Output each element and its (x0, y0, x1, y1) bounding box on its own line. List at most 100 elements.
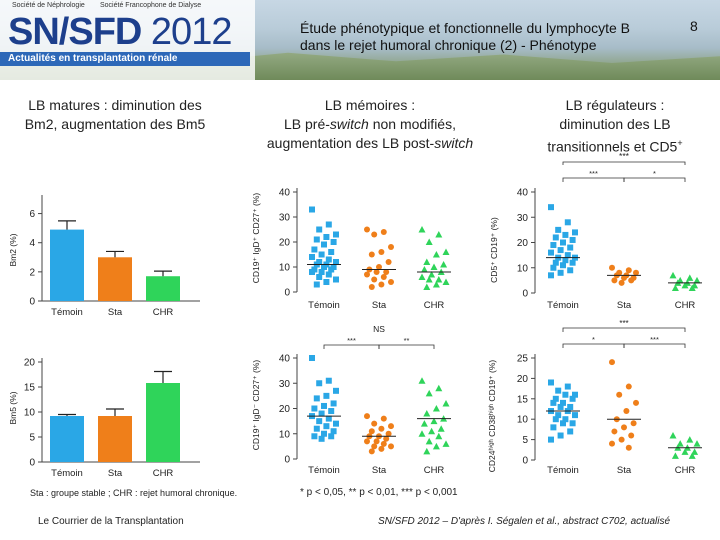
data-point (311, 246, 318, 253)
comparison-bracket (323, 344, 380, 349)
y-tick-label: 6 (29, 209, 35, 220)
data-point (328, 249, 335, 255)
comparison-label: * (653, 169, 656, 178)
y-axis-title: Bm2 (%) (8, 233, 18, 266)
comparison-bracket (562, 177, 625, 182)
category-label: Témoin (308, 300, 340, 311)
middle-heading-text: non modifiés, (368, 116, 456, 132)
overall-significance: *** (619, 151, 630, 161)
category-label: Sta (372, 465, 387, 476)
data-point (316, 226, 323, 233)
data-point (572, 391, 578, 398)
data-point (625, 267, 632, 274)
data-point (388, 423, 394, 430)
data-point (364, 226, 370, 233)
data-point (383, 435, 390, 442)
data-point (671, 452, 679, 459)
data-point (567, 428, 574, 435)
data-point (368, 284, 375, 290)
data-point (316, 380, 323, 387)
logo-prefix: SN/SFD (8, 11, 142, 53)
data-point (569, 236, 576, 243)
data-point (681, 281, 689, 289)
data-point (380, 229, 387, 235)
y-tick-label: 5 (522, 435, 528, 446)
category-label: Témoin (547, 465, 579, 476)
category-label: Témoin (308, 465, 340, 476)
y-axis-title: CD19⁺ IgD⁻ CD27⁺ (%) (251, 360, 261, 451)
data-point (437, 425, 445, 432)
y-tick-label: 0 (29, 458, 35, 469)
data-point (423, 410, 431, 417)
data-point (420, 266, 428, 273)
data-point (555, 387, 562, 394)
data-point (691, 448, 699, 455)
data-point (435, 384, 443, 392)
data-point (621, 424, 627, 431)
data-point (550, 399, 557, 406)
y-tick-label: 15 (517, 394, 529, 405)
y-tick-label: 0 (522, 289, 528, 300)
data-point (569, 259, 576, 266)
data-point (378, 425, 385, 432)
data-point (309, 206, 315, 213)
data-point (364, 271, 370, 278)
y-tick-label: 4 (29, 238, 35, 249)
category-label: CHR (153, 307, 174, 318)
data-point (368, 428, 375, 435)
data-point (333, 387, 339, 394)
data-point (432, 281, 440, 288)
data-point (318, 269, 325, 275)
middle-heading-text: LB pré- (284, 116, 330, 132)
logo-area: Société de Néphrologie Société Francopho… (0, 0, 255, 80)
y-tick-label: 20 (24, 358, 36, 369)
society-left: Société de Néphrologie (12, 2, 85, 9)
data-point (567, 244, 574, 251)
data-point (423, 447, 431, 455)
data-point (552, 259, 559, 266)
data-point (318, 435, 325, 442)
data-point (569, 395, 576, 402)
comparison-label: * (592, 335, 595, 344)
y-tick-label: 10 (279, 263, 291, 274)
bar (98, 257, 132, 301)
data-point (323, 423, 330, 430)
y-tick-label: 40 (279, 188, 291, 199)
data-point (609, 264, 615, 271)
data-point (564, 383, 571, 390)
category-label: Témoin (51, 307, 83, 318)
data-point (316, 418, 323, 425)
data-point (562, 231, 569, 238)
middle-heading-text: augmentation des LB post- (266, 135, 435, 151)
data-point (442, 248, 450, 255)
y-tick-label: 15 (24, 383, 36, 394)
data-point (371, 420, 378, 427)
category-label: CHR (153, 468, 174, 479)
data-point (669, 271, 677, 279)
data-point (316, 274, 323, 280)
data-point (442, 440, 450, 447)
data-point (309, 355, 315, 361)
data-point (550, 242, 557, 249)
bar (146, 276, 180, 301)
data-point (552, 395, 559, 402)
data-point (611, 277, 618, 284)
data-point (368, 448, 375, 455)
data-point (311, 405, 318, 412)
slide-number: 8 (690, 18, 698, 34)
data-point (442, 278, 450, 285)
data-point (425, 238, 433, 245)
data-point (625, 383, 632, 390)
data-point (560, 262, 566, 269)
data-point (313, 395, 320, 402)
bm5-bar-chart: 0 5 10 15 20 Bm5 (%) Témoin Sta CHR (8, 358, 200, 479)
data-point (693, 276, 701, 284)
category-label: Sta (372, 300, 387, 311)
data-point (621, 274, 627, 281)
bar (50, 229, 84, 301)
data-point (333, 231, 339, 238)
data-point (425, 276, 433, 283)
data-point (423, 283, 431, 290)
data-point (418, 273, 426, 280)
data-point (318, 251, 325, 258)
